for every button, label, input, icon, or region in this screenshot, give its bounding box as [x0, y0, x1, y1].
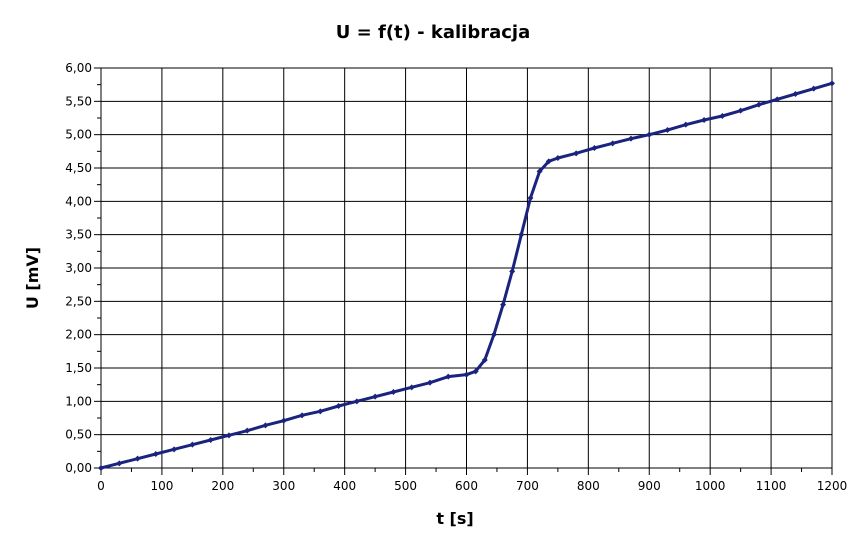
data-point [481, 357, 488, 363]
chart-title: U = f(t) - kalibracja [335, 22, 531, 43]
x-tick-label: 700 [516, 479, 539, 493]
y-axis-title: U [mV] [23, 247, 42, 309]
x-tick-label: 1200 [817, 479, 848, 493]
data-point [472, 368, 479, 375]
data-point [755, 101, 762, 108]
data-point [591, 145, 598, 151]
data-point [737, 107, 744, 114]
x-tick-label: 300 [272, 479, 295, 493]
data-point [646, 131, 653, 138]
data-point [627, 135, 634, 142]
y-tick-label: 2,00 [65, 328, 92, 342]
data-point [408, 384, 415, 391]
data-point [116, 460, 123, 467]
data-point [372, 393, 379, 400]
data-point [335, 403, 342, 409]
data-point [280, 417, 287, 424]
data-point [774, 96, 781, 103]
series-line [99, 81, 834, 470]
data-point [554, 155, 561, 161]
data-point [490, 331, 497, 338]
x-tick-label: 200 [211, 479, 234, 493]
data-point [225, 432, 232, 439]
data-point [682, 121, 689, 128]
y-tick-label: 5,00 [65, 128, 92, 142]
data-point [792, 91, 799, 97]
data-point [244, 427, 251, 434]
data-point [262, 422, 269, 429]
data-point [134, 455, 141, 462]
data-point [463, 371, 470, 378]
data-point [189, 441, 196, 448]
data-point [98, 465, 104, 471]
data-point [299, 412, 306, 419]
x-tick-label: 900 [638, 479, 661, 493]
data-point [829, 80, 835, 87]
data-point [810, 85, 817, 92]
data-point [664, 127, 671, 133]
y-tick-label: 5,50 [65, 94, 92, 108]
data-point [171, 446, 178, 453]
data-point [536, 168, 543, 175]
y-tick-label: 3,50 [65, 228, 92, 242]
y-tick-label: 0,00 [65, 461, 92, 475]
y-tick-label: 2,50 [65, 294, 92, 308]
y-tick-label: 4,00 [65, 194, 92, 208]
data-point [545, 158, 552, 165]
data-point [445, 373, 452, 380]
data-point [152, 451, 159, 457]
y-tick-label: 3,00 [65, 261, 92, 275]
data-point [518, 231, 525, 238]
data-point [353, 398, 360, 405]
data-point [500, 301, 507, 308]
data-point [527, 195, 534, 201]
x-tick-label: 800 [577, 479, 600, 493]
data-point [509, 268, 516, 275]
x-tick-label: 100 [150, 479, 173, 493]
y-tick-label: 4,50 [65, 161, 92, 175]
data-point [390, 389, 397, 395]
x-tick-label: 1000 [695, 479, 726, 493]
y-tick-label: 6,00 [65, 61, 92, 75]
x-tick-label: 400 [333, 479, 356, 493]
x-tick-label: 0 [97, 479, 105, 493]
x-axis-title: t [s] [436, 509, 473, 528]
data-point [573, 150, 580, 157]
data-point [609, 140, 616, 147]
y-tick-label: 0,50 [65, 428, 92, 442]
data-point [207, 437, 214, 443]
y-tick-label: 1,00 [65, 394, 92, 408]
data-point [719, 113, 726, 119]
data-point [426, 379, 433, 386]
data-point [317, 408, 324, 415]
x-tick-label: 500 [394, 479, 417, 493]
y-tick-label: 1,50 [65, 361, 92, 375]
x-tick-label: 600 [455, 479, 478, 493]
x-tick-label: 1100 [756, 479, 787, 493]
data-point [701, 117, 708, 123]
